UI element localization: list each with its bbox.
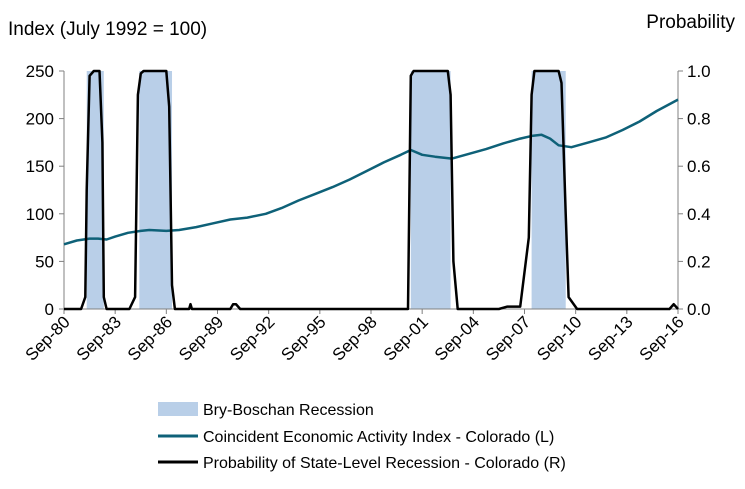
left-tick-label: 150 bbox=[26, 157, 54, 176]
left-tick-label: 50 bbox=[35, 252, 54, 271]
recession-band-3 bbox=[531, 71, 566, 309]
x-tick-label: Sep-98 bbox=[329, 312, 381, 364]
x-tick-label: Sep-89 bbox=[175, 312, 227, 364]
series-layer bbox=[63, 69, 679, 311]
left-tick-label: 100 bbox=[26, 205, 54, 224]
recession-band-0 bbox=[86, 71, 104, 309]
right-tick-label: 0.2 bbox=[687, 252, 711, 271]
recession-band-1 bbox=[139, 71, 173, 309]
axes: 0501001502002500.00.20.40.60.81.0Sep-80S… bbox=[22, 62, 711, 365]
left-axis-title: Index (July 1992 = 100) bbox=[8, 19, 207, 40]
right-tick-label: 0.0 bbox=[687, 300, 711, 319]
left-tick-label: 0 bbox=[45, 300, 54, 319]
x-tick-label: Sep-13 bbox=[584, 312, 636, 364]
legend: Bry-Boschan Recession Coincident Economi… bbox=[158, 402, 566, 472]
right-tick-label: 0.6 bbox=[687, 157, 711, 176]
legend-recession-label: Bry-Boschan Recession bbox=[203, 402, 374, 419]
right-tick-label: 1.0 bbox=[687, 62, 711, 81]
series-probability-line bbox=[64, 69, 679, 311]
x-tick-label: Sep-01 bbox=[380, 312, 432, 364]
right-axis-title: Probability bbox=[646, 12, 735, 33]
x-tick-label: Sep-86 bbox=[124, 312, 176, 364]
right-tick-label: 0.4 bbox=[687, 205, 711, 224]
legend-recession-swatch bbox=[158, 402, 198, 416]
right-tick-label: 0.8 bbox=[687, 110, 711, 129]
x-tick-label: Sep-80 bbox=[22, 312, 74, 364]
x-tick-label: Sep-92 bbox=[226, 312, 278, 364]
recession-band-2 bbox=[410, 71, 451, 309]
legend-index-label: Coincident Economic Activity Index - Col… bbox=[203, 429, 554, 446]
x-tick-label: Sep-16 bbox=[636, 312, 688, 364]
legend-prob-label: Probability of State-Level Recession - C… bbox=[203, 455, 566, 472]
recession-layer bbox=[86, 71, 566, 309]
x-tick-label: Sep-95 bbox=[277, 312, 329, 364]
series-index-line bbox=[63, 98, 679, 246]
left-tick-label: 250 bbox=[26, 62, 54, 81]
x-tick-label: Sep-83 bbox=[73, 312, 125, 364]
x-tick-label: Sep-07 bbox=[482, 312, 534, 364]
x-tick-label: Sep-10 bbox=[533, 312, 585, 364]
x-tick-label: Sep-04 bbox=[431, 312, 483, 364]
left-tick-label: 200 bbox=[26, 110, 54, 129]
